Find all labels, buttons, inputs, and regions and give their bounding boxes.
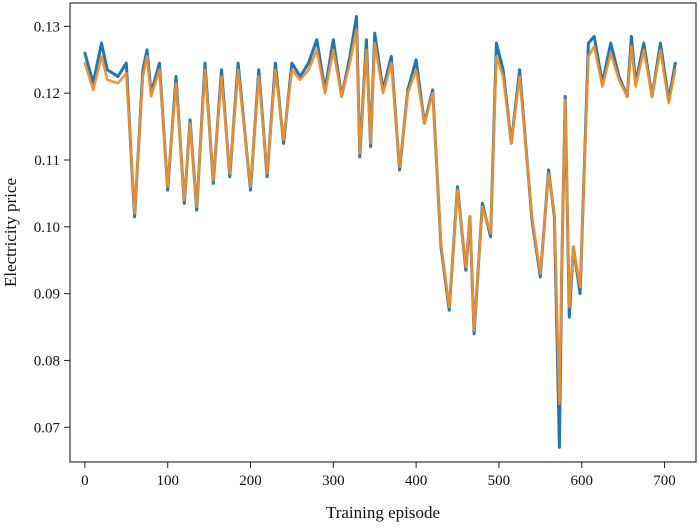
y-axis-label: Electricity price	[1, 178, 20, 287]
x-axis-label: Training episode	[326, 503, 440, 522]
plot-frame	[69, 2, 697, 463]
x-tick-label: 400	[405, 473, 428, 489]
x-tick-label: 600	[570, 473, 593, 489]
x-tick-label: 300	[322, 473, 345, 489]
series-layer	[83, 14, 677, 449]
series-line-2	[83, 28, 677, 406]
x-tick-label: 500	[488, 473, 511, 489]
y-tick-label: 0.08	[34, 353, 60, 369]
x-tick-label: 200	[239, 473, 262, 489]
plot-border	[69, 2, 697, 463]
y-axis: 0.07 0.08 0.09 0.10 0.11 0.12 0.13	[34, 19, 70, 436]
y-tick-label: 0.09	[34, 287, 60, 303]
x-tick-label: 700	[653, 473, 676, 489]
y-tick-label: 0.13	[34, 19, 60, 35]
y-tick-label: 0.07	[34, 420, 61, 436]
x-axis: 0 100 200 300 400 500 600 700	[81, 462, 676, 489]
y-tick-label: 0.11	[34, 153, 60, 169]
y-tick-label: 0.10	[34, 220, 60, 236]
x-tick-label: 100	[156, 473, 179, 489]
x-tick-label: 0	[81, 473, 89, 489]
y-tick-label: 0.12	[34, 86, 60, 102]
